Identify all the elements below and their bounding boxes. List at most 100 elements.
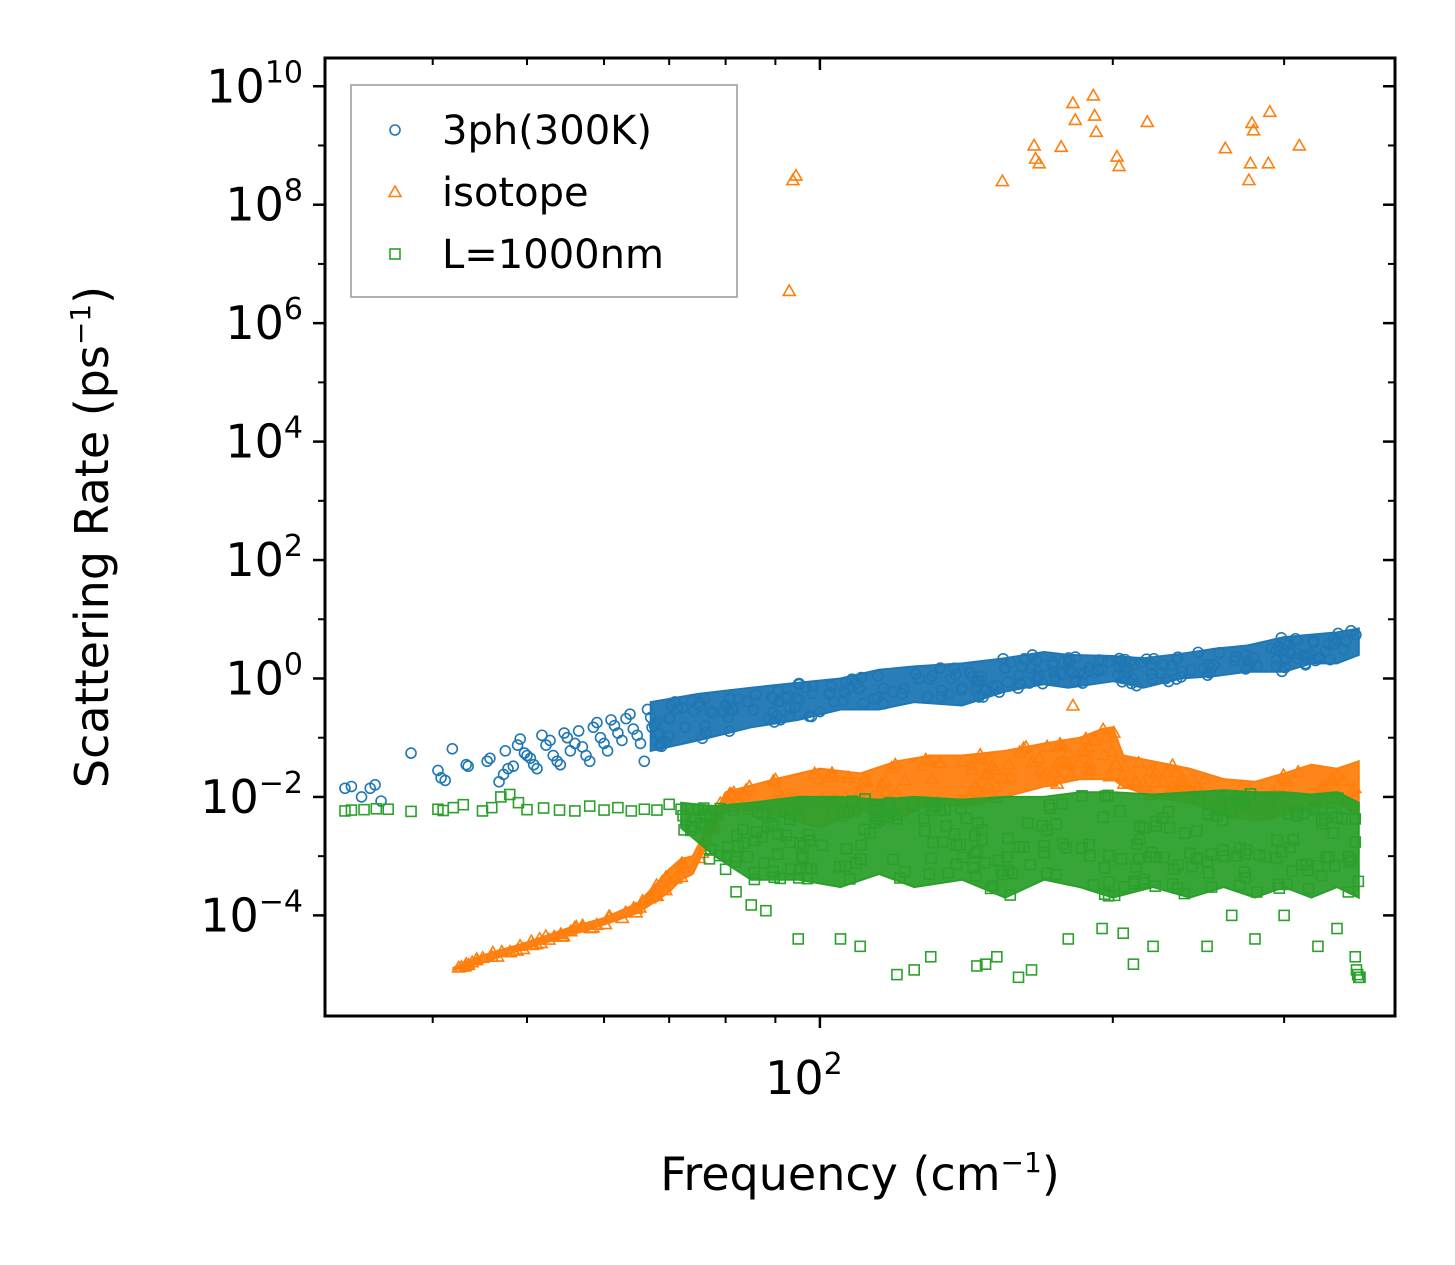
point-isotope-6: [1031, 155, 1047, 169]
band-marker-l-1000nm: [1308, 803, 1320, 816]
point-l-1000nm-0: [339, 805, 351, 817]
band-marker-isotope: [988, 778, 1004, 792]
point-3ph-300k--13: [481, 755, 493, 768]
band-marker-isotope: [1325, 772, 1341, 786]
band-marker-3ph-300k-: [1113, 652, 1126, 665]
band-marker-3ph-300k-: [1159, 672, 1172, 685]
band-marker-3ph-300k-: [1012, 682, 1024, 694]
band-marker-l-1000nm: [1281, 878, 1293, 891]
band-marker-3ph-300k-: [762, 712, 775, 725]
band-marker-3ph-300k-: [850, 677, 863, 690]
band-marker-3ph-300k-: [1328, 638, 1340, 650]
band-marker-l-1000nm: [685, 824, 697, 837]
band-marker-l-1000nm: [1017, 841, 1030, 853]
band-marker-isotope: [723, 786, 739, 800]
point-l-1000nm-32: [760, 904, 772, 917]
band-marker-l-1000nm: [1043, 799, 1055, 811]
band-marker-l-1000nm: [877, 810, 889, 823]
point-l-1000nm-39: [971, 960, 983, 972]
point-3ph-300k--20: [511, 739, 524, 751]
band-marker-3ph-300k-: [1157, 659, 1170, 671]
point-3ph-300k--37: [572, 725, 585, 737]
band-marker-isotope: [977, 766, 993, 780]
band-marker-3ph-300k-: [1135, 656, 1148, 669]
legend-marker-1: [387, 184, 403, 198]
band-marker-l-1000nm: [1259, 850, 1272, 863]
band-marker-l-1000nm: [765, 818, 778, 831]
band-marker-3ph-300k-: [1018, 652, 1031, 665]
band-marker-l-1000nm: [1050, 869, 1062, 881]
band-marker-isotope: [525, 937, 540, 951]
point-l-1000nm-48: [1147, 940, 1159, 953]
point-l-1000nm-30: [730, 886, 742, 898]
band-marker-isotope: [1104, 744, 1120, 758]
y-axis-title: Scattering Rate (ps−1): [64, 286, 119, 788]
band-marker-isotope: [738, 782, 754, 796]
series-density-bands: [451, 625, 1365, 973]
band-marker-3ph-300k-: [921, 691, 934, 703]
band-marker-3ph-300k-: [1251, 660, 1263, 672]
point-isotope-2: [788, 167, 804, 181]
band-marker-isotope: [1058, 755, 1074, 769]
band-marker-l-1000nm: [1275, 846, 1288, 858]
band-marker-isotope: [765, 773, 781, 787]
band-marker-isotope: [933, 755, 949, 769]
band-marker-3ph-300k-: [1277, 654, 1289, 667]
band-marker-l-1000nm: [1218, 850, 1230, 863]
band-marker-l-1000nm: [1327, 827, 1340, 839]
band-marker-3ph-300k-: [768, 716, 781, 728]
band-marker-3ph-300k-: [664, 711, 676, 724]
band-marker-3ph-300k-: [806, 680, 819, 693]
band-marker-l-1000nm: [968, 830, 981, 842]
band-marker-l-1000nm: [1238, 797, 1250, 809]
band-marker-l-1000nm: [984, 882, 997, 895]
band-marker-3ph-300k-: [1148, 652, 1160, 665]
band-marker-3ph-300k-: [793, 678, 805, 691]
point-l-1000nm-38: [924, 950, 937, 963]
band-marker-3ph-300k-: [747, 703, 760, 716]
y-tick-label-0: 10−4: [200, 884, 303, 942]
band-marker-isotope: [451, 959, 466, 973]
band-marker-l-1000nm: [850, 857, 863, 869]
plot-area-frame: [323, 56, 1397, 1018]
band-marker-l-1000nm: [1342, 886, 1355, 898]
band-marker-l-1000nm: [1021, 817, 1034, 829]
band-marker-isotope: [1096, 747, 1112, 761]
band-marker-l-1000nm: [1302, 864, 1314, 877]
band-marker-l-1000nm: [792, 810, 805, 823]
y-tick-label-2: 100: [225, 647, 303, 705]
band-marker-isotope: [955, 753, 971, 767]
band-marker-l-1000nm: [749, 834, 761, 847]
band-marker-l-1000nm: [940, 820, 953, 833]
band-marker-l-1000nm: [887, 853, 899, 866]
band-marker-3ph-300k-: [1046, 659, 1059, 672]
band-marker-l-1000nm: [792, 872, 805, 884]
band-l-1000nm: [680, 789, 1360, 900]
point-3ph-300k--2: [355, 791, 368, 803]
point-l-1000nm-46: [1117, 927, 1130, 940]
band-marker-isotope: [1039, 738, 1055, 752]
axis-ticks: [313, 58, 1395, 1028]
band-marker-l-1000nm: [891, 813, 903, 825]
band-marker-3ph-300k-: [871, 670, 884, 682]
band-marker-isotope: [807, 765, 823, 779]
band-marker-l-1000nm: [1158, 851, 1170, 864]
band-marker-3ph-300k-: [868, 693, 880, 705]
point-l-1000nm-59: [1354, 971, 1366, 984]
band-marker-3ph-300k-: [665, 699, 678, 712]
point-isotope-18: [1246, 122, 1261, 136]
band-marker-l-1000nm: [699, 821, 712, 834]
band-marker-l-1000nm: [1133, 853, 1145, 865]
point-l-1000nm-27: [692, 804, 705, 816]
band-marker-isotope: [1055, 738, 1071, 752]
point-l-1000nm-8: [447, 801, 460, 814]
band-marker-l-1000nm: [1150, 815, 1162, 828]
band-marker-3ph-300k-: [1023, 677, 1036, 689]
band-marker-l-1000nm: [1205, 881, 1218, 893]
point-l-1000nm-3: [370, 803, 383, 815]
point-l-1000nm-35: [854, 940, 866, 953]
band-marker-isotope: [1060, 756, 1076, 770]
band-marker-3ph-300k-: [1093, 665, 1105, 677]
legend-label-0: 3ph(300K): [442, 108, 652, 154]
point-l-1000nm-33: [792, 933, 805, 945]
